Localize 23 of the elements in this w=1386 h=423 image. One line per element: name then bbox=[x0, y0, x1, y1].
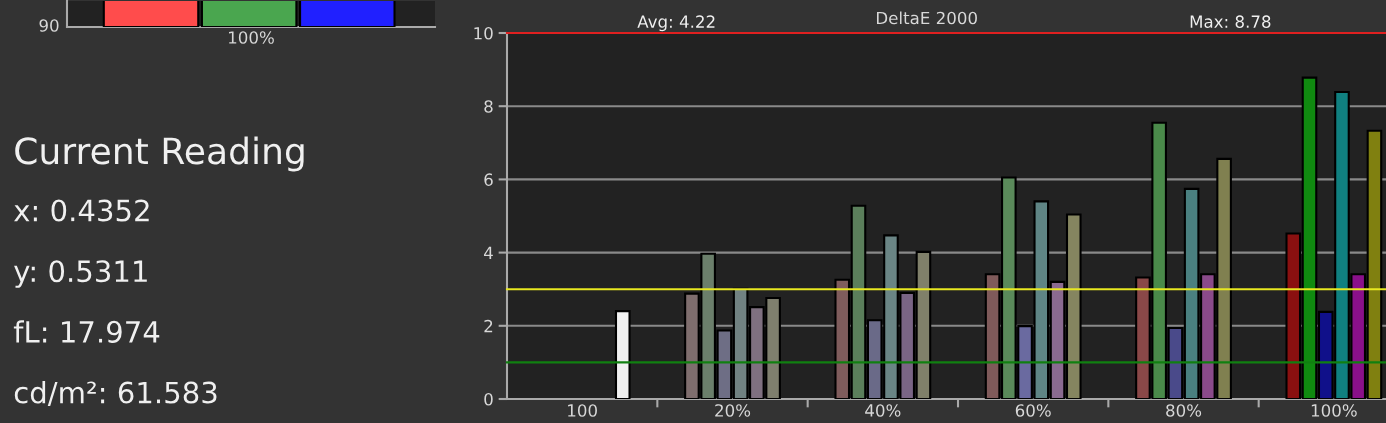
text: cd/m²: 61.583 bbox=[14, 381, 217, 406]
y-tick-label: 2 bbox=[484, 319, 493, 333]
text: Avg: 4.22 bbox=[637, 15, 715, 32]
x-tick-label: 100 bbox=[568, 404, 597, 417]
x-tick-label: 20% bbox=[715, 404, 751, 417]
x-tick-label: 80% bbox=[1166, 404, 1202, 417]
x-tick-label: 60% bbox=[1015, 404, 1051, 417]
text: fL: 17.974 bbox=[13, 320, 160, 343]
y-tick-label: 8 bbox=[484, 100, 493, 113]
text: y: 0.5311 bbox=[14, 260, 147, 288]
x-tick-label: 40% bbox=[865, 404, 901, 417]
text: Current Reading bbox=[15, 136, 304, 172]
x-tick-label: 100% bbox=[1311, 404, 1357, 417]
y-tick-label: 0 bbox=[484, 392, 493, 406]
text: 90 bbox=[39, 19, 59, 32]
y-tick-label: 6 bbox=[484, 173, 493, 186]
bar bbox=[614, 310, 631, 399]
y-tick-label: 4 bbox=[484, 246, 493, 259]
text: x: 0.4352 bbox=[14, 199, 149, 222]
text: 100% bbox=[229, 31, 274, 44]
text: Max: 8.78 bbox=[1190, 15, 1271, 28]
chart-title: DeltaE 2000 bbox=[876, 11, 977, 25]
y-tick-label: 10 bbox=[474, 26, 493, 40]
